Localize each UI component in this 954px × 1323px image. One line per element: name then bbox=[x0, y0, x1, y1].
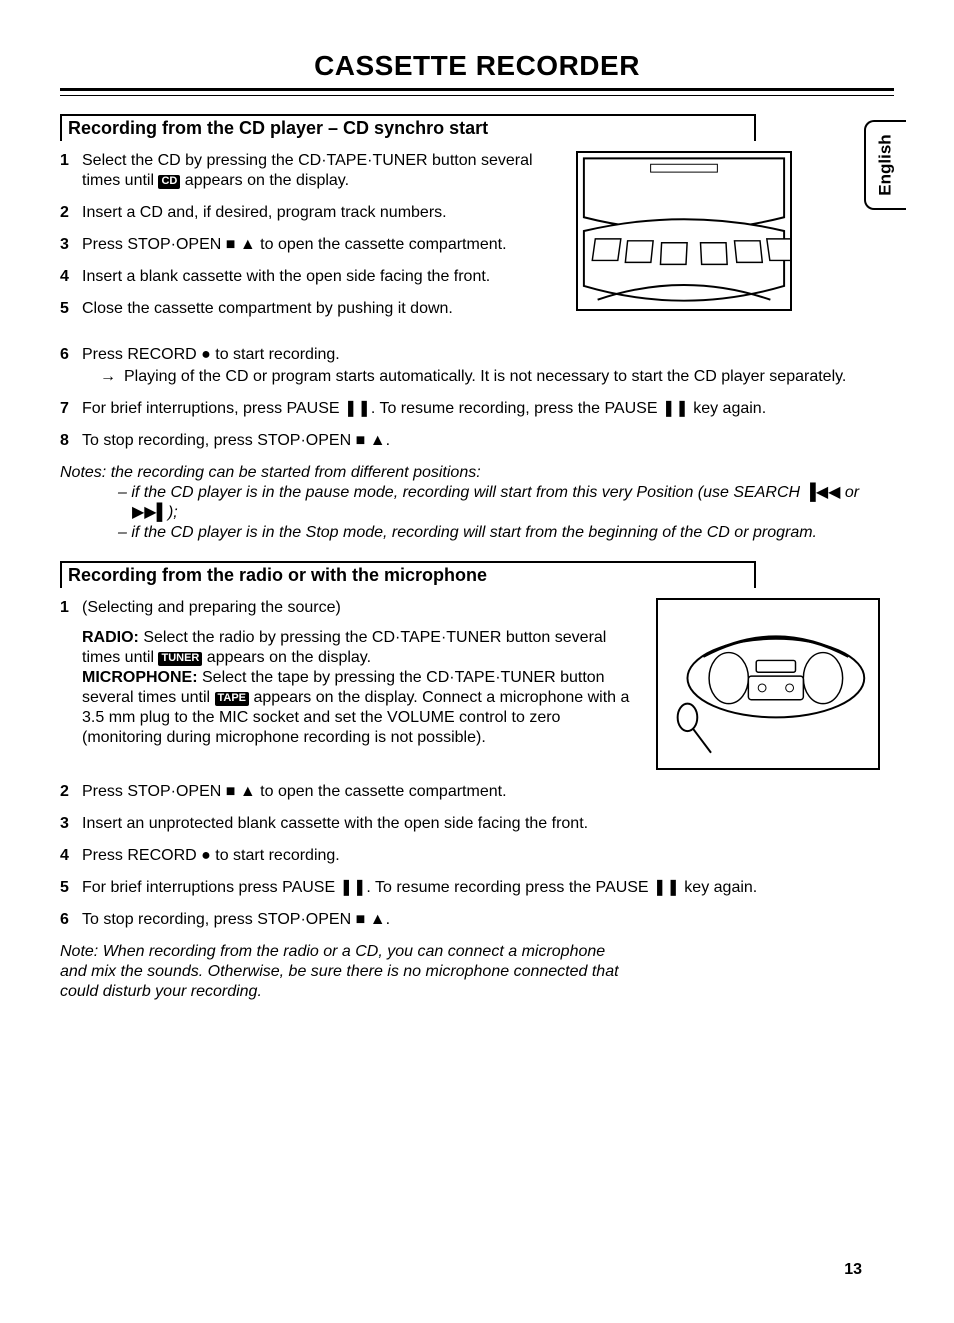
note1b: or bbox=[840, 484, 859, 501]
s1-step2: Insert a CD and, if desired, program tra… bbox=[82, 203, 558, 223]
stop-icon: ■ bbox=[226, 236, 236, 253]
stop-icon: ■ bbox=[356, 432, 366, 449]
s2-step4a: Press RECORD bbox=[82, 847, 201, 864]
rule-thick bbox=[60, 88, 894, 91]
s1-step1b: appears on the display. bbox=[180, 172, 349, 189]
s1-step8b: . bbox=[386, 432, 390, 449]
page-title: CASSETTE RECORDER bbox=[60, 50, 894, 82]
note2: – if the CD player is in the Stop mode, … bbox=[60, 523, 894, 543]
eject-icon: ▲ bbox=[240, 783, 256, 800]
s2-step6a: To stop recording, press STOP·OPEN bbox=[82, 911, 356, 928]
radio-text-b: appears on the display. bbox=[202, 649, 371, 666]
s1-step4: Insert a blank cassette with the open si… bbox=[82, 267, 558, 287]
tape-badge: TAPE bbox=[215, 692, 250, 706]
s2-step5c: key again. bbox=[680, 879, 757, 896]
s1-step7a: For brief interruptions, press PAUSE bbox=[82, 400, 344, 417]
figure-cassette-buttons bbox=[576, 151, 792, 311]
section1-body: 1Select the CD by pressing the CD·TAPE·T… bbox=[60, 151, 894, 331]
page-number: 13 bbox=[844, 1261, 862, 1279]
note1a: – if the CD player is in the pause mode,… bbox=[118, 484, 805, 501]
forward-icon: ▶▶▌ bbox=[132, 504, 168, 521]
language-label: English bbox=[876, 134, 896, 195]
pause-icon: ❚❚ bbox=[344, 400, 371, 417]
s1-step5: Close the cassette compartment by pushin… bbox=[82, 299, 558, 319]
s2-step5b: . To resume recording press the PAUSE bbox=[366, 879, 653, 896]
pause-icon: ❚❚ bbox=[340, 879, 367, 896]
cd-badge: CD bbox=[158, 175, 180, 189]
s2-step1: (Selecting and preparing the source) bbox=[82, 598, 642, 618]
section1-steps-cont: 6 Press RECORD ● to start recording. →Pl… bbox=[60, 345, 894, 451]
stop-icon: ■ bbox=[356, 911, 366, 928]
s2-step2b: to open the cassette compartment. bbox=[256, 783, 507, 800]
s1-step3a: Press STOP·OPEN bbox=[82, 236, 226, 253]
s2-step3: Insert an unprotected blank cassette wit… bbox=[82, 814, 894, 834]
s1-step6b: to start recording. bbox=[211, 346, 340, 363]
rule-thin bbox=[60, 95, 894, 96]
radio-label: RADIO: bbox=[82, 629, 139, 646]
note1c: ); bbox=[168, 504, 178, 521]
eject-icon: ▲ bbox=[370, 911, 386, 928]
figure-boombox-mic bbox=[656, 598, 880, 770]
s2-step4b: to start recording. bbox=[211, 847, 340, 864]
s1-step7c: key again. bbox=[689, 400, 766, 417]
notes-intro: Notes: the recording can be started from… bbox=[60, 463, 894, 483]
pause-icon: ❚❚ bbox=[653, 879, 680, 896]
section2-steps: 1 (Selecting and preparing the source) R… bbox=[60, 598, 894, 930]
section2-heading: Recording from the radio or with the mic… bbox=[60, 561, 756, 588]
section1-notes: Notes: the recording can be started from… bbox=[60, 463, 894, 543]
record-icon: ● bbox=[201, 346, 211, 363]
s2-step6b: . bbox=[386, 911, 390, 928]
stop-icon: ■ bbox=[226, 783, 236, 800]
s1-step7b: . To resume recording, press the PAUSE bbox=[371, 400, 662, 417]
s1-step8a: To stop recording, press STOP·OPEN bbox=[82, 432, 356, 449]
s2-step5a: For brief interruptions press PAUSE bbox=[82, 879, 340, 896]
tuner-badge: TUNER bbox=[158, 652, 202, 666]
rewind-icon: ▐◀◀ bbox=[805, 484, 841, 501]
s2-step2a: Press STOP·OPEN bbox=[82, 783, 226, 800]
pause-icon: ❚❚ bbox=[662, 400, 689, 417]
arrow-icon: → bbox=[100, 367, 124, 387]
eject-icon: ▲ bbox=[240, 236, 256, 253]
language-tab: English bbox=[864, 120, 906, 210]
section1-heading: Recording from the CD player – CD synchr… bbox=[60, 114, 756, 141]
s1-step6-sub: Playing of the CD or program starts auto… bbox=[124, 367, 846, 387]
record-icon: ● bbox=[201, 847, 211, 864]
s1-step3b: to open the cassette compartment. bbox=[256, 236, 507, 253]
section2-note: Note: When recording from the radio or a… bbox=[60, 942, 620, 1002]
s1-step6a: Press RECORD bbox=[82, 346, 201, 363]
mic-label: MICROPHONE: bbox=[82, 669, 198, 686]
eject-icon: ▲ bbox=[370, 432, 386, 449]
section1-steps: 1Select the CD by pressing the CD·TAPE·T… bbox=[60, 151, 558, 319]
